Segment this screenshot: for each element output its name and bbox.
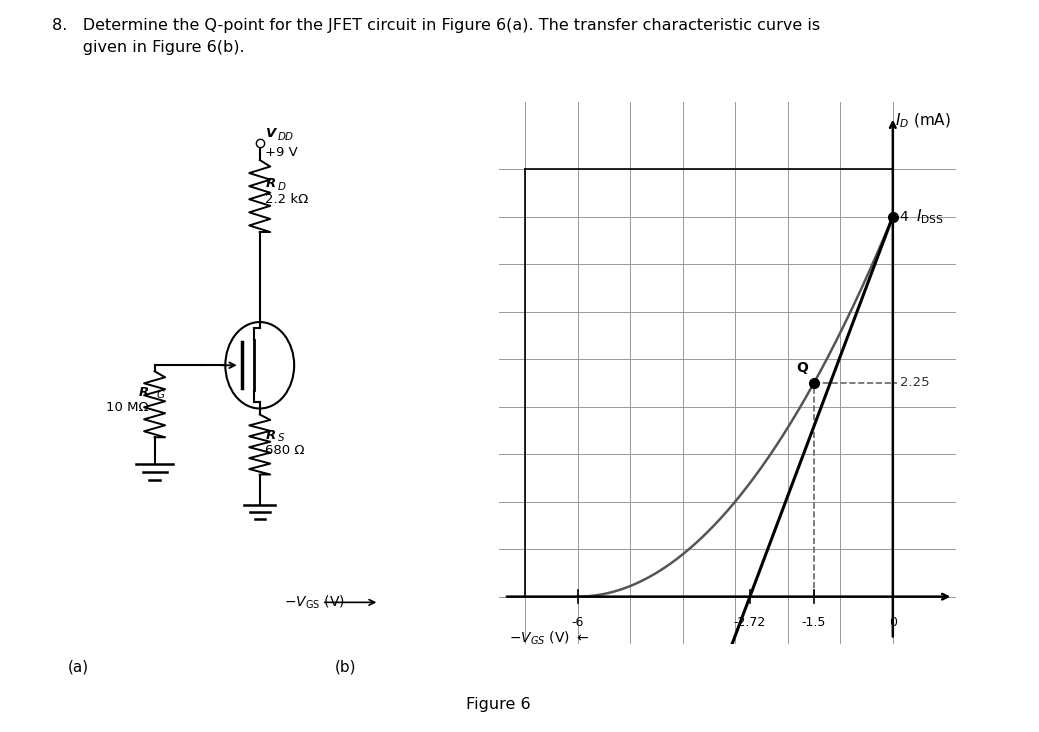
Text: (b): (b) (335, 660, 356, 674)
Text: 10 MΩ: 10 MΩ (106, 401, 149, 414)
Text: given in Figure 6(b).: given in Figure 6(b). (52, 40, 244, 55)
Text: V: V (266, 127, 275, 141)
Text: 0: 0 (888, 616, 897, 629)
Text: $I_{\rm DSS}$: $I_{\rm DSS}$ (916, 207, 944, 226)
Text: G: G (157, 390, 164, 400)
Text: +9 V: +9 V (266, 146, 298, 159)
Text: DD: DD (277, 132, 294, 142)
Text: 4: 4 (899, 209, 908, 223)
Text: D: D (277, 182, 286, 192)
Text: 680 Ω: 680 Ω (266, 444, 305, 457)
Text: Figure 6: Figure 6 (467, 697, 531, 712)
Text: R: R (266, 177, 275, 190)
Text: $-V_{\rm GS}\ \rm(V)$: $-V_{\rm GS}\ \rm(V)$ (284, 594, 345, 611)
Text: S: S (277, 433, 285, 444)
Text: 2.2 kΩ: 2.2 kΩ (266, 193, 309, 206)
Text: -2.72: -2.72 (734, 616, 766, 629)
Text: R: R (266, 429, 275, 442)
Text: -6: -6 (571, 616, 584, 629)
Text: 8.   Determine the Q-point for the JFET circuit in Figure 6(a). The transfer cha: 8. Determine the Q-point for the JFET ci… (52, 18, 820, 33)
Text: R: R (138, 386, 149, 399)
Text: $I_D\ \rm(mA)$: $I_D\ \rm(mA)$ (896, 112, 952, 130)
Text: -1.5: -1.5 (802, 616, 826, 629)
Text: Q: Q (796, 361, 807, 376)
Text: 2.25: 2.25 (900, 376, 929, 389)
Text: $-V_{GS}\ \rm(V)\ \leftarrow$: $-V_{GS}\ \rm(V)\ \leftarrow$ (509, 630, 589, 647)
Text: (a): (a) (68, 660, 88, 674)
